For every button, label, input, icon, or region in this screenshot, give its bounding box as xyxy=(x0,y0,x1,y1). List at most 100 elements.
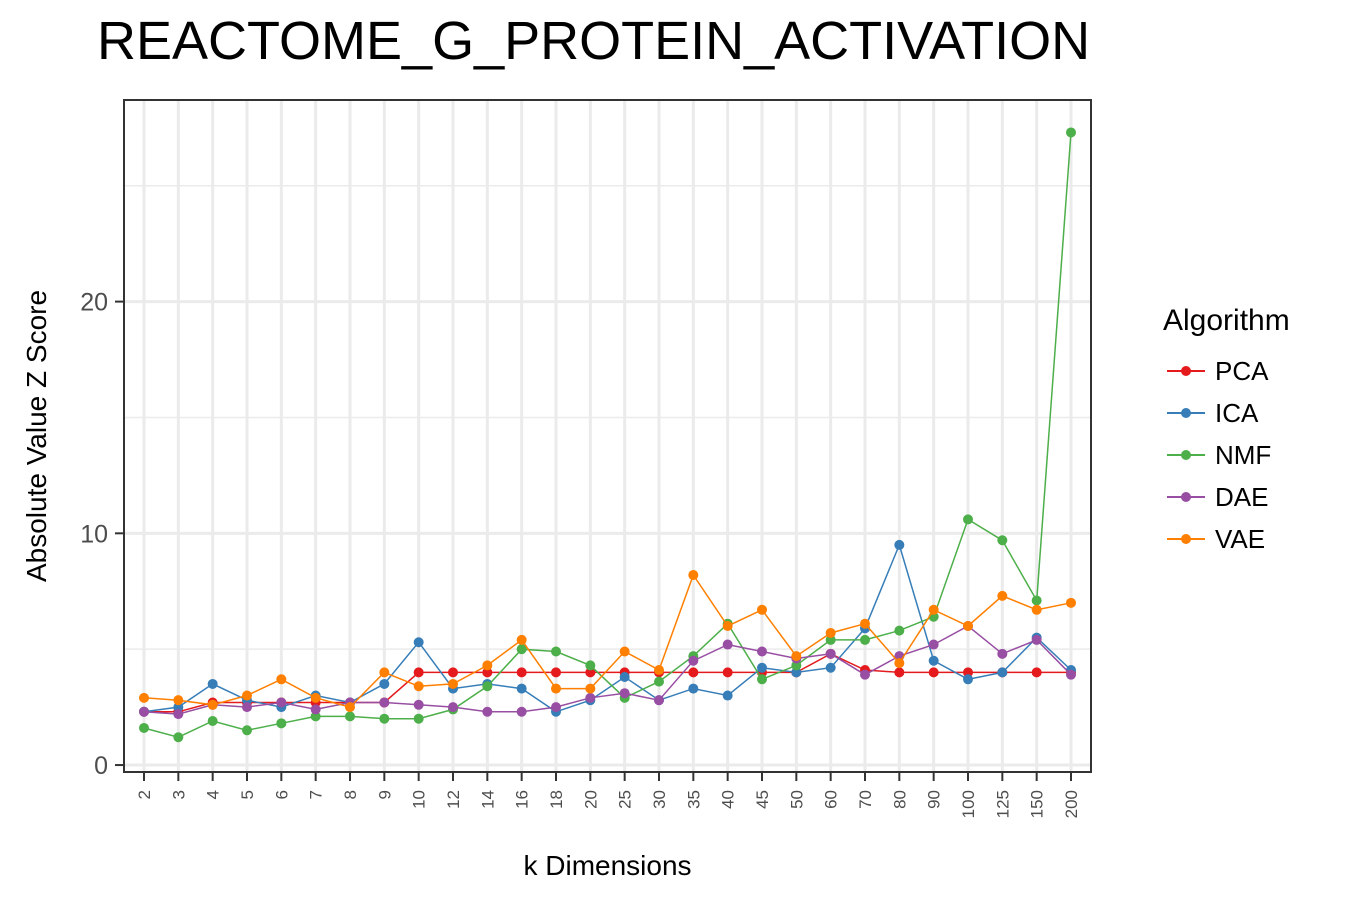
data-point-dae xyxy=(310,704,321,715)
data-point-nmf xyxy=(791,660,802,671)
data-point-vae xyxy=(379,667,390,678)
data-point-dae xyxy=(825,648,836,659)
data-point-ica xyxy=(757,662,767,673)
data-point-ica xyxy=(722,690,733,701)
data-point-ica xyxy=(379,678,390,689)
data-point-vae xyxy=(207,699,218,710)
data-point-dae xyxy=(688,655,699,666)
data-point-nmf xyxy=(1066,127,1076,138)
series-ica xyxy=(139,539,1076,717)
plot-background xyxy=(124,100,1091,772)
data-point-pca xyxy=(482,667,493,678)
legend-item-nmf: NMF xyxy=(1163,434,1290,476)
legend-title: Algorithm xyxy=(1163,304,1290,337)
data-point-pca xyxy=(722,667,733,678)
x-tick-label: 7 xyxy=(307,790,326,799)
x-tick-label: 80 xyxy=(890,790,909,809)
data-point-vae xyxy=(619,646,630,657)
data-point-ica xyxy=(928,655,939,666)
data-point-ica xyxy=(791,667,802,678)
data-point-dae xyxy=(619,688,630,699)
x-tick-label: 150 xyxy=(1028,790,1047,818)
legend-key xyxy=(1163,403,1209,423)
x-tick-label: 50 xyxy=(787,790,806,809)
series-line-dae xyxy=(143,625,1072,715)
x-tick-label: 200 xyxy=(1062,790,1081,818)
data-point-vae xyxy=(894,658,905,669)
chart-title: REACTOME_G_PROTEIN_ACTIVATION xyxy=(97,11,1091,71)
data-point-ica xyxy=(688,683,699,694)
legend-item-dae: DAE xyxy=(1163,476,1290,518)
legend-label: DAE xyxy=(1215,481,1269,512)
x-tick-label: 60 xyxy=(822,790,841,809)
legend-label: NMF xyxy=(1215,439,1272,470)
legend-items: PCA ICA NMF DAE VAE xyxy=(1163,350,1290,560)
data-point-dae xyxy=(242,702,252,713)
data-point-nmf xyxy=(997,535,1008,546)
data-point-vae xyxy=(516,634,527,645)
data-point-vae xyxy=(688,570,699,581)
y-tick-label: 20 xyxy=(80,289,108,317)
data-point-pca xyxy=(928,667,939,678)
series-line-nmf xyxy=(143,132,1072,738)
y-tick-label: 10 xyxy=(80,520,108,548)
legend-item-ica: ICA xyxy=(1163,392,1290,434)
data-point-dae xyxy=(757,646,767,657)
data-point-vae xyxy=(551,683,561,694)
data-point-pca xyxy=(688,667,699,678)
x-tick-label: 25 xyxy=(616,790,635,809)
data-point-ica xyxy=(619,671,630,682)
data-point-dae xyxy=(928,639,939,650)
data-point-nmf xyxy=(173,732,184,743)
data-point-dae xyxy=(1031,634,1042,645)
data-point-nmf xyxy=(413,713,424,724)
data-point-nmf xyxy=(516,644,527,655)
legend-key xyxy=(1163,529,1209,549)
legend-item-vae: VAE xyxy=(1163,518,1290,560)
data-point-vae xyxy=(310,692,321,703)
legend-item-pca: PCA xyxy=(1163,350,1290,392)
data-point-dae xyxy=(448,702,458,713)
x-tick-label: 45 xyxy=(753,790,772,809)
data-point-nmf xyxy=(585,660,596,671)
data-point-nmf xyxy=(276,718,287,729)
data-point-pca xyxy=(413,667,424,678)
legend: Algorithm PCA ICA NMF DAE VAE xyxy=(1163,304,1290,560)
x-tick-label: 30 xyxy=(650,790,669,809)
data-point-dae xyxy=(139,706,149,717)
series-layer xyxy=(139,127,1076,743)
data-point-vae xyxy=(173,695,184,706)
data-point-pca xyxy=(894,667,905,678)
data-point-vae xyxy=(585,683,596,694)
data-point-nmf xyxy=(1031,595,1042,606)
data-point-ica xyxy=(173,702,184,713)
x-tick-label: 16 xyxy=(513,790,532,809)
x-tick-label: 8 xyxy=(341,790,360,799)
data-point-vae xyxy=(791,651,802,662)
data-point-nmf xyxy=(345,711,355,722)
legend-key xyxy=(1163,361,1209,381)
x-tick-label: 20 xyxy=(581,790,600,809)
data-point-dae xyxy=(997,648,1008,659)
data-point-nmf xyxy=(551,646,561,657)
x-tick-label: 18 xyxy=(547,790,566,809)
data-point-vae xyxy=(448,678,458,689)
data-point-vae xyxy=(482,660,493,671)
data-point-dae xyxy=(379,697,390,708)
x-tick-label: 5 xyxy=(238,790,257,799)
data-point-ica xyxy=(997,667,1008,678)
data-point-nmf xyxy=(139,722,149,733)
data-point-nmf xyxy=(482,681,493,692)
data-point-dae xyxy=(585,692,596,703)
x-tick-label: 90 xyxy=(925,790,944,809)
data-point-vae xyxy=(860,618,870,629)
x-tick-label: 6 xyxy=(272,790,291,799)
data-point-vae xyxy=(928,604,939,615)
data-point-vae xyxy=(139,692,149,703)
data-point-ica xyxy=(413,637,424,648)
data-point-nmf xyxy=(825,634,836,645)
data-point-dae xyxy=(654,695,664,706)
data-point-dae xyxy=(482,706,493,717)
data-point-vae xyxy=(757,604,767,615)
